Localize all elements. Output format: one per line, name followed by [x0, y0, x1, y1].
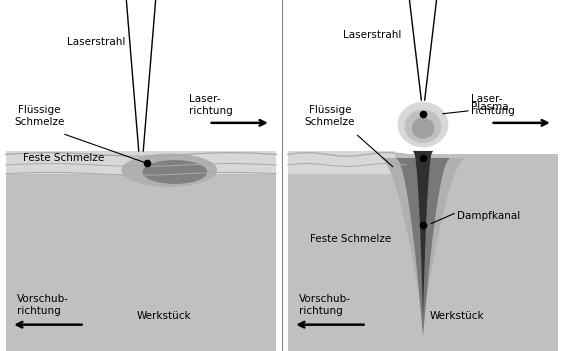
Text: Feste Schmelze: Feste Schmelze	[310, 234, 391, 244]
Text: Vorschub-
richtung: Vorschub- richtung	[299, 294, 351, 316]
Bar	[6, 154, 276, 351]
Ellipse shape	[405, 110, 441, 143]
Text: Vorschub-
richtung: Vorschub- richtung	[17, 294, 69, 316]
Text: Feste Schmelze: Feste Schmelze	[23, 153, 104, 163]
Ellipse shape	[121, 154, 217, 187]
Text: Werkstück: Werkstück	[136, 311, 191, 321]
Ellipse shape	[142, 160, 208, 184]
Bar	[288, 151, 395, 174]
Text: Werkstück: Werkstück	[430, 311, 484, 321]
Polygon shape	[413, 151, 433, 316]
Ellipse shape	[412, 118, 434, 139]
Text: Dampfkanal: Dampfkanal	[457, 211, 520, 221]
Bar	[6, 151, 276, 174]
Text: Flüssige
Schmelze: Flüssige Schmelze	[305, 105, 355, 127]
Text: Laserstrahl: Laserstrahl	[67, 37, 125, 47]
Text: Laser-
richtung: Laser- richtung	[471, 94, 515, 116]
Text: Laser-
richtung: Laser- richtung	[189, 94, 233, 116]
Bar	[288, 154, 558, 351]
Bar	[6, 0, 276, 154]
Polygon shape	[396, 158, 450, 337]
Text: Plasma: Plasma	[471, 102, 509, 112]
Ellipse shape	[398, 102, 448, 147]
Text: Flüssige
Schmelze: Flüssige Schmelze	[14, 105, 65, 127]
Text: Laserstrahl: Laserstrahl	[343, 30, 402, 40]
Polygon shape	[381, 158, 465, 323]
Bar	[288, 0, 558, 154]
